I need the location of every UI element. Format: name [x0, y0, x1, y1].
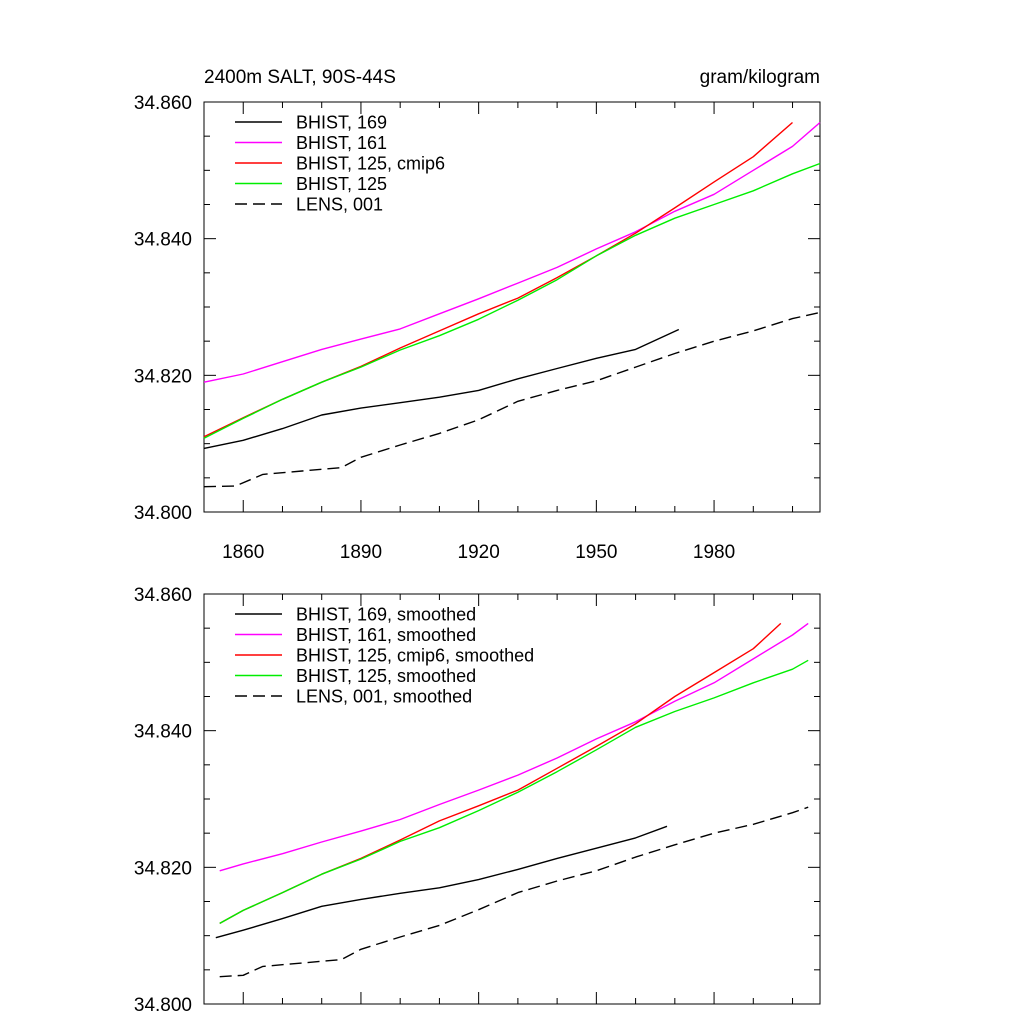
y-tick-label: 34.820: [134, 858, 192, 879]
bottom-panel: 34.800 34.820 34.840 34.860 BHIST, 169, smoo…: [134, 585, 821, 1016]
series-line-bhist-169: [203, 328, 680, 450]
series-line-bhist-125: [203, 162, 821, 439]
y-tick-label: 34.860: [134, 93, 192, 114]
y-tick-label: 34.800: [134, 995, 192, 1016]
y-tick-label: 34.820: [134, 366, 192, 387]
y-tick-label: 34.800: [134, 503, 192, 524]
y-tick-label: 34.840: [134, 722, 192, 743]
legend-label: LENS, 001: [296, 195, 383, 215]
legend-label: BHIST, 125, cmip6, smoothed: [296, 646, 534, 666]
legend-label: LENS, 001, smoothed: [296, 687, 472, 707]
series-line-lens-001: [203, 311, 821, 488]
units-label: gram/kilogram: [700, 67, 820, 88]
series-line-lens-001-smoothed: [219, 806, 809, 978]
x-tick-label: 1890: [340, 542, 382, 563]
legend-label: BHIST, 125, smoothed: [296, 666, 476, 686]
top-panel: 34.800 34.820 34.840 34.860 1860 1890 1920 1950…: [134, 93, 821, 563]
legend-label: BHIST, 125, cmip6: [296, 154, 445, 174]
y-tick-label: 34.860: [134, 585, 192, 606]
legend-label: BHIST, 161, smoothed: [296, 625, 476, 645]
series-line-bhist-125-smoothed: [219, 659, 809, 925]
legend-label: BHIST, 169: [296, 113, 387, 133]
x-tick-label: 1860: [222, 542, 264, 563]
series-line-bhist-169-smoothed: [215, 825, 668, 939]
series-line-bhist-161: [203, 121, 821, 383]
x-tick-label: 1950: [575, 542, 617, 563]
series-line-bhist-161-smoothed: [219, 622, 809, 872]
legend-label: BHIST, 161: [296, 133, 387, 153]
legend-label: BHIST, 169, smoothed: [296, 605, 476, 625]
chart-title: 2400m SALT, 90S-44S: [204, 67, 396, 88]
legend-label: BHIST, 125: [296, 174, 387, 194]
x-tick-label: 1980: [693, 542, 735, 563]
x-tick-label: 1920: [458, 542, 500, 563]
y-tick-label: 34.840: [134, 230, 192, 251]
series-line-bhist-125-cmip6: [203, 121, 793, 438]
